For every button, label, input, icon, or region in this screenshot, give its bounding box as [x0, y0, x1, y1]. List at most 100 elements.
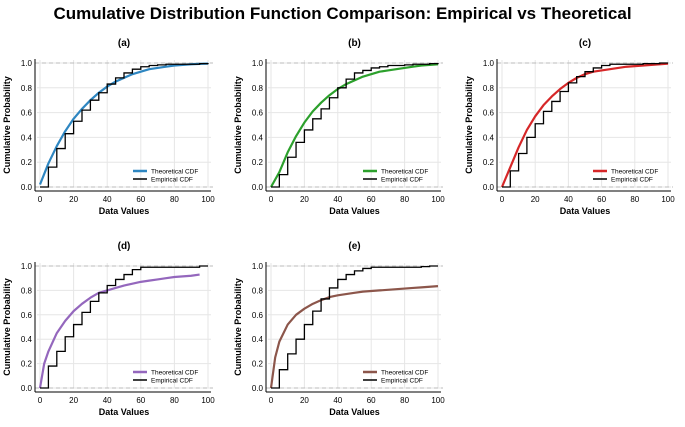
- panel-label: (c): [579, 38, 591, 49]
- chart-panel-5: (e) 0.0 0.2 0.4 0.6 0.8 1.0 0 20 40 60 80 100 Data Va…: [233, 241, 445, 417]
- x-tick-label: 100: [431, 195, 445, 204]
- x-tick-label: 0: [269, 195, 274, 204]
- panel-label: (b): [348, 38, 361, 49]
- y-tick-label: 0.2: [21, 360, 33, 369]
- x-tick-label: 0: [38, 195, 43, 204]
- y-tick-label: 1.0: [252, 262, 264, 271]
- y-axis-label: Cumulative Probability: [2, 278, 12, 376]
- y-tick-label: 0.0: [21, 384, 33, 393]
- panel-label: (a): [118, 38, 130, 49]
- x-tick-label: 40: [103, 195, 112, 204]
- theoretical-cdf-line: [269, 285, 439, 389]
- empirical-cdf-line: [40, 265, 208, 389]
- x-tick-label: 80: [170, 396, 179, 405]
- x-tick-label: 80: [170, 195, 179, 204]
- y-tick-label: 0.8: [21, 286, 33, 295]
- panel-label: (e): [348, 241, 360, 252]
- panel-label: (d): [118, 241, 131, 252]
- figure-title: Cumulative Distribution Function Compari…: [53, 4, 632, 23]
- legend-label: Empirical CDF: [151, 177, 193, 184]
- x-tick-label: 0: [269, 396, 274, 405]
- x-tick-label: 60: [136, 396, 145, 405]
- x-tick-label: 100: [201, 195, 215, 204]
- legend-label: Theoretical CDF: [151, 370, 198, 377]
- theoretical-cdf-line: [38, 62, 209, 185]
- y-tick-label: 0.0: [483, 183, 495, 192]
- x-tick-label: 60: [367, 195, 376, 204]
- legend-label: Empirical CDF: [611, 177, 653, 184]
- y-tick-label: 1.0: [483, 59, 495, 68]
- y-tick-label: 0.6: [21, 311, 33, 320]
- y-tick-label: 1.0: [252, 59, 264, 68]
- y-tick-label: 0.4: [252, 133, 264, 142]
- y-tick-label: 0.6: [483, 109, 495, 118]
- theoretical-cdf-line: [38, 273, 200, 389]
- x-tick-label: 0: [38, 396, 43, 405]
- x-tick-label: 20: [531, 195, 540, 204]
- x-tick-label: 60: [597, 195, 606, 204]
- y-tick-label: 0.8: [252, 286, 264, 295]
- y-tick-label: 0.2: [483, 158, 495, 167]
- x-axis-label: Data Values: [329, 206, 380, 216]
- x-tick-label: 80: [400, 396, 409, 405]
- y-axis-label: Cumulative Probability: [464, 76, 474, 174]
- y-tick-label: 0.2: [252, 360, 264, 369]
- legend-label: Theoretical CDF: [381, 370, 428, 377]
- y-tick-label: 0.4: [483, 133, 495, 142]
- legend-label: Empirical CDF: [151, 378, 193, 385]
- x-axis-label: Data Values: [329, 407, 380, 417]
- x-tick-label: 20: [69, 396, 78, 405]
- legend-label: Theoretical CDF: [381, 169, 428, 176]
- y-tick-label: 0.6: [252, 109, 264, 118]
- y-tick-label: 0.4: [21, 133, 33, 142]
- y-tick-label: 0.4: [252, 335, 264, 344]
- y-axis-label: Cumulative Probability: [233, 278, 243, 376]
- y-tick-label: 1.0: [21, 262, 33, 271]
- x-tick-label: 20: [69, 195, 78, 204]
- chart-panel-2: (b) 0.0 0.2 0.4 0.6 0.8 1.0 0 20 40 60 80 100 Data Va…: [233, 38, 445, 216]
- chart-panel-4: (d) 0.0 0.2 0.4 0.6 0.8 1.0 0 20 40 60 80 100 Data Va…: [2, 241, 215, 417]
- theoretical-cdf-line: [270, 63, 439, 188]
- empirical-cdf-line: [40, 62, 209, 188]
- y-tick-label: 0.6: [252, 311, 264, 320]
- empirical-cdf-line: [502, 62, 668, 188]
- x-tick-label: 100: [431, 396, 445, 405]
- x-tick-label: 80: [630, 195, 639, 204]
- legend-label: Theoretical CDF: [151, 169, 198, 176]
- y-tick-label: 0.6: [21, 109, 33, 118]
- y-tick-label: 0.0: [252, 384, 264, 393]
- legend-label: Empirical CDF: [381, 378, 423, 385]
- x-tick-label: 80: [400, 195, 409, 204]
- x-tick-label: 40: [333, 195, 342, 204]
- x-tick-label: 20: [300, 195, 309, 204]
- y-tick-label: 0.2: [252, 158, 264, 167]
- y-tick-label: 0.4: [21, 335, 33, 344]
- x-axis-label: Data Values: [560, 206, 611, 216]
- x-axis-label: Data Values: [99, 407, 150, 417]
- y-axis-label: Cumulative Probability: [2, 76, 12, 174]
- legend-label: Theoretical CDF: [611, 169, 658, 176]
- x-axis-label: Data Values: [99, 206, 150, 216]
- x-tick-label: 100: [201, 396, 215, 405]
- x-tick-label: 100: [661, 195, 675, 204]
- y-tick-label: 0.2: [21, 158, 33, 167]
- y-tick-label: 0.0: [252, 183, 264, 192]
- legend-label: Empirical CDF: [381, 177, 423, 184]
- y-tick-label: 0.0: [21, 183, 33, 192]
- y-tick-label: 0.8: [21, 84, 33, 93]
- y-axis-label: Cumulative Probability: [233, 76, 243, 174]
- x-tick-label: 20: [300, 396, 309, 405]
- empirical-cdf-line: [271, 62, 439, 188]
- x-tick-label: 40: [103, 396, 112, 405]
- x-tick-label: 60: [136, 195, 145, 204]
- x-tick-label: 60: [367, 396, 376, 405]
- x-tick-label: 40: [333, 396, 342, 405]
- x-tick-label: 0: [500, 195, 505, 204]
- x-tick-label: 40: [564, 195, 573, 204]
- empirical-cdf-line: [271, 265, 438, 389]
- y-tick-label: 0.8: [252, 84, 264, 93]
- chart-panel-1: (a) 0.0 0.2 0.4 0.6 0.8 1.0 0 20 40 60 80 100 Data Va…: [2, 38, 215, 216]
- y-tick-label: 1.0: [21, 59, 33, 68]
- y-tick-label: 0.8: [483, 84, 495, 93]
